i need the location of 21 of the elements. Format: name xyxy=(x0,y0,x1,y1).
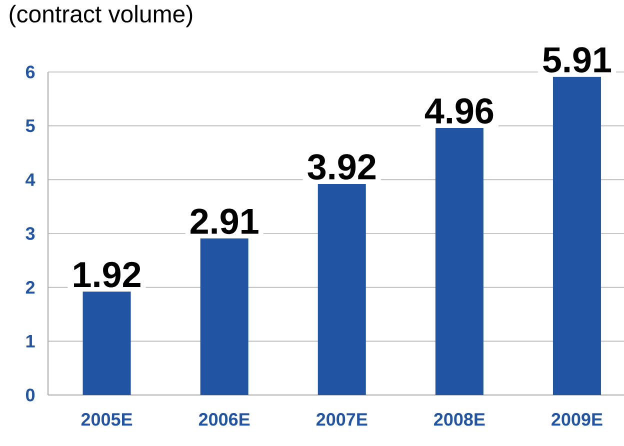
y-tick-label: 6 xyxy=(26,66,35,78)
y-tick-label: 0 xyxy=(26,388,35,402)
x-tick-label: 2006E xyxy=(198,413,250,426)
y-tick-label: 4 xyxy=(26,173,36,186)
data-label: 4.96 xyxy=(424,98,494,124)
y-tick-label: 3 xyxy=(26,227,35,240)
y-tick-label: 2 xyxy=(26,281,35,294)
y-tick-label: 1 xyxy=(26,334,35,348)
data-label: 2.91 xyxy=(190,208,258,234)
data-label: 5.91 xyxy=(543,47,612,73)
data-label: 3.92 xyxy=(308,154,376,180)
chart-title: (contract volume) xyxy=(10,4,192,28)
x-tick-label: 2005E xyxy=(81,413,132,426)
bar xyxy=(318,184,366,395)
x-tick-label: 2009E xyxy=(552,413,602,426)
data-label: 1.92 xyxy=(74,262,140,288)
x-tick-label: 2007E xyxy=(316,413,368,426)
x-tick-label: 2008E xyxy=(434,413,485,426)
bar xyxy=(82,292,131,395)
y-tick-label: 5 xyxy=(26,120,35,132)
bar xyxy=(435,128,484,395)
